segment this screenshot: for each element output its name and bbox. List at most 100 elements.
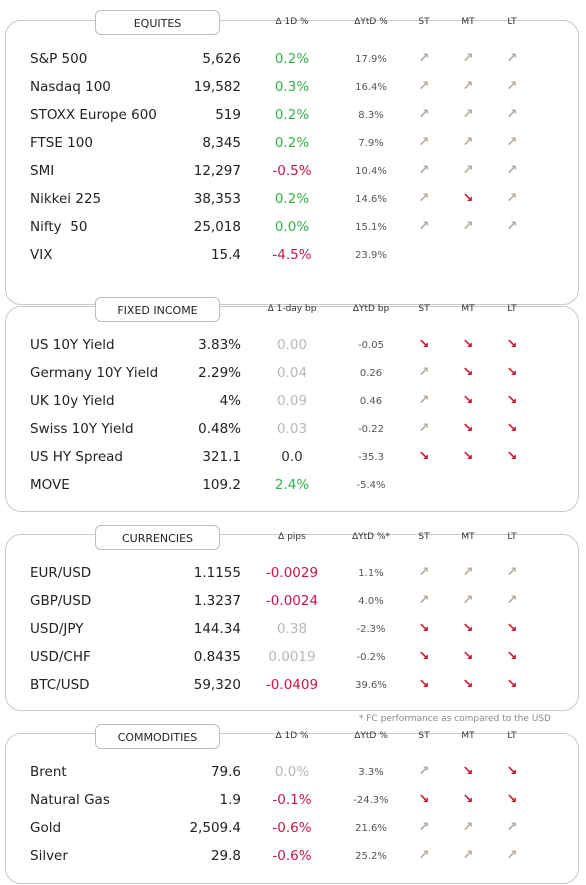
trend-arrow: ↗ xyxy=(418,820,430,835)
row-name: STOXX Europe 600 xyxy=(30,107,157,123)
column-header: Δ pips xyxy=(278,532,306,542)
trend-arrow: ↗ xyxy=(418,593,430,608)
trend-arrow: ↗ xyxy=(462,107,474,122)
row-value: 29.8 xyxy=(210,848,241,864)
row-change: 0.2% xyxy=(274,51,310,67)
trend-arrow: ↗ xyxy=(418,191,430,206)
row-value: 38,353 xyxy=(193,191,241,207)
trend-arrow: ↗ xyxy=(418,565,430,580)
trend-arrow: ↗ xyxy=(462,135,474,150)
trend-arrow: ↗ xyxy=(506,107,518,122)
trend-arrow: ↗ xyxy=(506,135,518,150)
trend-arrow: ↗ xyxy=(418,135,430,150)
row-ytd: 21.6% xyxy=(355,823,387,834)
column-header: Δ 1D % xyxy=(275,17,309,27)
column-header: MT xyxy=(461,731,475,741)
row-value: 2.29% xyxy=(198,365,241,381)
trend-arrow: ↘ xyxy=(418,337,430,352)
column-header: Δ 1D % xyxy=(275,731,309,741)
trend-arrow: ↗ xyxy=(418,848,430,863)
row-name: US HY Spread xyxy=(30,449,123,465)
row-name: S&P 500 xyxy=(30,51,88,67)
trend-arrow: ↘ xyxy=(418,621,430,636)
trend-arrow: ↗ xyxy=(462,820,474,835)
row-change: 0.2% xyxy=(274,107,310,123)
trend-arrow: ↘ xyxy=(418,677,430,692)
trend-arrow: ↗ xyxy=(418,421,430,436)
column-header: MT xyxy=(461,17,475,27)
trend-arrow: ↘ xyxy=(506,337,518,352)
row-value: 59,320 xyxy=(193,677,241,693)
row-change: -0.0024 xyxy=(265,593,319,609)
column-header: ΔYtD bp xyxy=(352,304,390,314)
column-header: ΔYtD % xyxy=(354,17,388,27)
trend-arrow: ↗ xyxy=(418,79,430,94)
row-value: 0.48% xyxy=(198,421,241,437)
row-value: 12,297 xyxy=(193,163,241,179)
section-box xyxy=(5,20,579,305)
row-change: 0.0% xyxy=(274,219,310,235)
row-ytd: -35.3 xyxy=(358,452,384,463)
row-change: 0.00 xyxy=(276,337,308,353)
trend-arrow: ↘ xyxy=(462,191,474,206)
row-change: 0.2% xyxy=(274,135,310,151)
row-change: -0.6% xyxy=(272,848,312,864)
row-ytd: -0.2% xyxy=(356,652,386,663)
row-ytd: 8.3% xyxy=(358,110,384,121)
row-value: 19,582 xyxy=(193,79,241,95)
row-name: BTC/USD xyxy=(30,677,90,693)
trend-arrow: ↗ xyxy=(418,365,430,380)
row-value: 519 xyxy=(215,107,241,123)
row-value: 5,626 xyxy=(202,51,241,67)
row-value: 3.83% xyxy=(198,337,241,353)
row-change: 2.4% xyxy=(274,477,310,493)
row-value: 8,345 xyxy=(202,135,241,151)
trend-arrow: ↘ xyxy=(506,649,518,664)
row-name: Nasdaq 100 xyxy=(30,79,111,95)
trend-arrow: ↗ xyxy=(418,393,430,408)
row-name: US 10Y Yield xyxy=(30,337,115,353)
trend-arrow: ↗ xyxy=(506,593,518,608)
section-box xyxy=(5,534,579,711)
trend-arrow: ↘ xyxy=(506,393,518,408)
column-header: ST xyxy=(418,304,430,314)
trend-arrow: ↗ xyxy=(462,565,474,580)
trend-arrow: ↗ xyxy=(506,820,518,835)
row-change: 0.2% xyxy=(274,191,310,207)
row-change: -4.5% xyxy=(272,247,312,263)
trend-arrow: ↗ xyxy=(418,219,430,234)
trend-arrow: ↘ xyxy=(462,365,474,380)
row-value: 4% xyxy=(219,393,241,409)
section-box xyxy=(5,733,579,884)
row-ytd: -0.22 xyxy=(358,424,384,435)
trend-arrow: ↘ xyxy=(418,649,430,664)
row-name: UK 10y Yield xyxy=(30,393,115,409)
row-change: 0.04 xyxy=(276,365,308,381)
trend-arrow: ↗ xyxy=(506,219,518,234)
row-change: 0.0 xyxy=(281,449,303,465)
trend-arrow: ↗ xyxy=(506,51,518,66)
trend-arrow: ↘ xyxy=(462,337,474,352)
trend-arrow: ↗ xyxy=(418,163,430,178)
row-name: FTSE 100 xyxy=(30,135,93,151)
column-header: MT xyxy=(461,304,475,314)
row-name: GBP/USD xyxy=(30,593,92,609)
row-name: Gold xyxy=(30,820,62,836)
trend-arrow: ↗ xyxy=(418,107,430,122)
row-ytd: 7.9% xyxy=(358,138,384,149)
row-ytd: 23.9% xyxy=(355,250,387,261)
row-name: Natural Gas xyxy=(30,792,110,808)
column-header: MT xyxy=(461,532,475,542)
trend-arrow: ↘ xyxy=(462,449,474,464)
column-header: ΔYtD %* xyxy=(351,532,391,542)
column-header: ST xyxy=(418,17,430,27)
row-value: 321.1 xyxy=(202,449,241,465)
section-title: EQUITES xyxy=(95,10,220,35)
row-value: 25,018 xyxy=(193,219,241,235)
row-ytd: -0.05 xyxy=(358,340,384,351)
trend-arrow: ↘ xyxy=(506,792,518,807)
trend-arrow: ↘ xyxy=(506,621,518,636)
row-ytd: 10.4% xyxy=(355,166,387,177)
row-name: Brent xyxy=(30,764,67,780)
trend-arrow: ↗ xyxy=(506,565,518,580)
